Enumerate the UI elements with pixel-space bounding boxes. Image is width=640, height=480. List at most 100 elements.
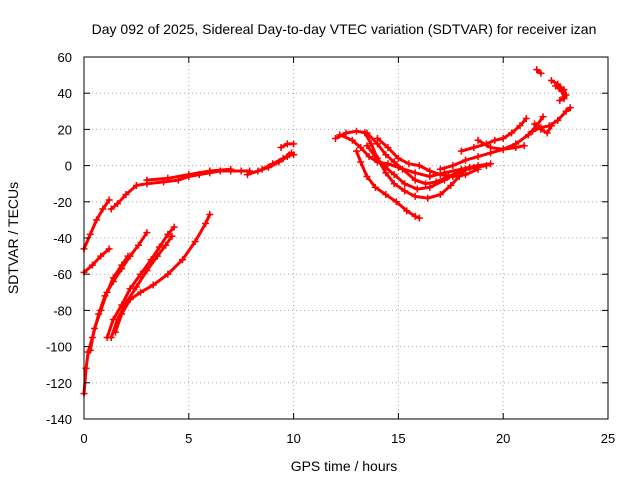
data-point-marker [134, 241, 142, 249]
series-arc-22 [529, 104, 574, 135]
data-point-marker [277, 144, 285, 151]
data-point-marker [516, 122, 524, 130]
data-point-marker [524, 131, 532, 139]
data-point-marker [390, 171, 398, 179]
x-tick-label: 15 [391, 431, 405, 446]
data-point-marker [243, 171, 251, 179]
series-arc-19 [436, 142, 528, 173]
data-point-marker [533, 66, 541, 74]
data-point-marker [237, 167, 245, 175]
series-arc-13 [332, 127, 490, 188]
series-arc-15 [352, 147, 423, 222]
y-tick-label: 60 [58, 50, 72, 65]
data-point-marker [436, 191, 444, 199]
data-point-marker [522, 115, 530, 123]
series-arc-9 [143, 165, 235, 184]
data-point-marker [470, 144, 478, 151]
data-point-marker [394, 163, 402, 171]
data-point-marker [202, 220, 210, 228]
data-point-marker [88, 261, 96, 269]
data-point-marker [348, 136, 356, 144]
data-point-marker [380, 162, 388, 170]
series-arc-4 [86, 252, 132, 354]
data-point-marker [254, 167, 262, 175]
series-trace [533, 122, 553, 135]
data-point-marker [143, 229, 151, 237]
data-point-marker [415, 162, 423, 170]
data-point-marker [390, 180, 398, 188]
grid-layer [84, 57, 608, 419]
data-point-marker [441, 176, 449, 184]
data-point-marker [132, 283, 140, 291]
data-point-marker [474, 165, 482, 173]
data-point-marker [520, 142, 528, 150]
data-point-marker [290, 140, 298, 148]
series-arc-8 [107, 167, 254, 213]
series-arc-2 [80, 245, 113, 276]
data-point-marker [363, 142, 371, 150]
data-point-marker [384, 144, 392, 151]
data-point-marker [97, 252, 105, 260]
data-point-marker [149, 281, 157, 289]
data-point-marker [487, 144, 495, 151]
data-point-marker [449, 162, 457, 170]
data-point-marker [126, 285, 134, 293]
y-tick-label: -140 [46, 412, 72, 427]
data-point-marker [537, 69, 545, 77]
data-point-marker [474, 153, 482, 161]
data-point-marker [164, 230, 172, 238]
y-tick-label: 40 [58, 86, 72, 101]
data-point-marker [499, 134, 507, 142]
data-point-marker [512, 140, 520, 148]
data-point-marker [392, 198, 400, 206]
data-point-marker [373, 134, 381, 142]
data-point-marker [552, 82, 560, 90]
series-arc-5 [103, 223, 178, 342]
data-point-marker [103, 288, 111, 296]
data-point-marker [90, 325, 98, 332]
data-point-marker [111, 328, 119, 336]
data-point-marker [342, 129, 350, 137]
chart-title: Day 092 of 2025, Sidereal Day-to-day VTE… [92, 21, 597, 37]
data-point-marker [206, 210, 214, 218]
data-point-marker [384, 160, 392, 168]
y-tick-label: -80 [53, 303, 72, 318]
data-point-marker [361, 129, 369, 137]
data-point-marker [206, 167, 214, 175]
data-point-marker [422, 180, 430, 188]
data-point-marker [547, 122, 555, 130]
data-point-marker [457, 147, 465, 155]
data-point-marker [382, 191, 390, 199]
data-point-marker [562, 107, 570, 115]
data-point-marker [107, 334, 115, 342]
data-point-marker [499, 145, 507, 153]
y-tick-label: -60 [53, 267, 72, 282]
data-point-marker [539, 113, 547, 121]
data-point-marker [86, 346, 94, 354]
data-point-marker [531, 120, 539, 128]
data-point-marker [132, 182, 140, 190]
data-point-marker [357, 158, 365, 166]
data-point-marker [185, 171, 193, 179]
data-point-marker [367, 140, 375, 148]
series-arc-26 [552, 82, 568, 101]
plot-frame [83, 56, 609, 420]
data-point-marker [191, 238, 199, 246]
data-point-marker [105, 245, 113, 253]
series-trace [82, 198, 111, 251]
data-point-marker [508, 129, 516, 137]
series-trace [113, 213, 212, 334]
data-point-marker [126, 296, 134, 304]
data-point-marker [411, 212, 419, 220]
data-point-marker [124, 252, 132, 260]
data-point-marker [99, 205, 107, 213]
data-point-marker [449, 172, 457, 180]
data-point-marker [411, 192, 419, 200]
data-point-marker [461, 171, 469, 179]
data-point-marker [143, 176, 151, 184]
data-point-marker [382, 169, 390, 177]
series-trace [375, 136, 480, 178]
data-point-marker [122, 191, 130, 199]
data-point-marker [105, 196, 113, 204]
